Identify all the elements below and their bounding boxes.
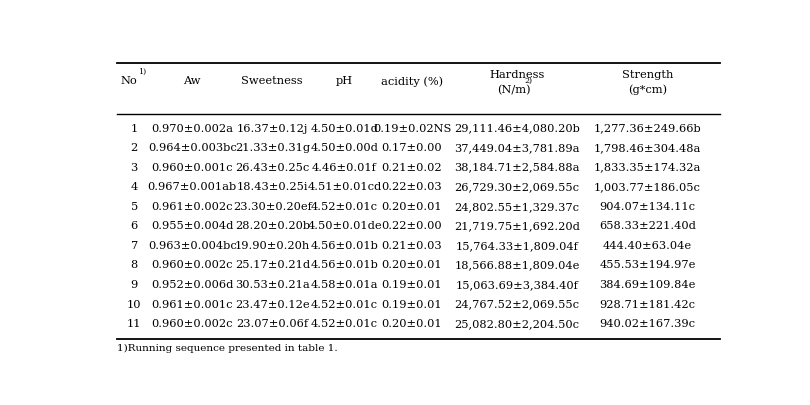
Text: 0.960±0.002c: 0.960±0.002c xyxy=(151,260,233,271)
Text: 38,184.71±2,584.88a: 38,184.71±2,584.88a xyxy=(454,163,580,173)
Text: 0.20±0.01: 0.20±0.01 xyxy=(382,260,442,271)
Text: 26.43±0.25c: 26.43±0.25c xyxy=(235,163,309,173)
Text: 0.22±0.03: 0.22±0.03 xyxy=(382,182,442,192)
Text: 18,566.88±1,809.04e: 18,566.88±1,809.04e xyxy=(454,260,580,271)
Text: 7: 7 xyxy=(130,241,138,251)
Text: (N/m): (N/m) xyxy=(497,85,531,95)
Text: 16.37±0.12j: 16.37±0.12j xyxy=(237,124,308,134)
Text: 455.53±194.97e: 455.53±194.97e xyxy=(599,260,696,271)
Text: pH: pH xyxy=(336,77,353,86)
Text: 0.967±0.001ab: 0.967±0.001ab xyxy=(147,182,237,192)
Text: 23.30±0.20ef: 23.30±0.20ef xyxy=(232,202,312,212)
Text: 18.43±0.25i: 18.43±0.25i xyxy=(237,182,308,192)
Text: 0.21±0.03: 0.21±0.03 xyxy=(382,241,442,251)
Text: 904.07±134.11c: 904.07±134.11c xyxy=(599,202,696,212)
Text: 24,767.52±2,069.55c: 24,767.52±2,069.55c xyxy=(454,300,580,309)
Text: 4.50±0.00d: 4.50±0.00d xyxy=(310,143,378,153)
Text: 8: 8 xyxy=(130,260,138,271)
Text: 0.19±0.01: 0.19±0.01 xyxy=(382,280,442,290)
Text: 1)Running sequence presented in table 1.: 1)Running sequence presented in table 1. xyxy=(117,344,338,353)
Text: 5: 5 xyxy=(130,202,138,212)
Text: acidity (%): acidity (%) xyxy=(381,76,443,87)
Text: 15,063.69±3,384.40f: 15,063.69±3,384.40f xyxy=(456,280,578,290)
Text: 0.955±0.004d: 0.955±0.004d xyxy=(151,222,233,231)
Text: 0.960±0.002c: 0.960±0.002c xyxy=(151,319,233,329)
Text: 4.51±0.01cd: 4.51±0.01cd xyxy=(307,182,382,192)
Text: 4.52±0.01c: 4.52±0.01c xyxy=(311,319,378,329)
Text: 2: 2 xyxy=(130,143,138,153)
Text: 444.40±63.04e: 444.40±63.04e xyxy=(603,241,692,251)
Text: 0.17±0.00: 0.17±0.00 xyxy=(382,143,442,153)
Text: 21,719.75±1,692.20d: 21,719.75±1,692.20d xyxy=(454,222,580,231)
Text: 26,729.30±2,069.55c: 26,729.30±2,069.55c xyxy=(454,182,580,192)
Text: 1: 1 xyxy=(130,124,138,134)
Text: 11: 11 xyxy=(127,319,142,329)
Text: 6: 6 xyxy=(130,222,138,231)
Text: 4.58±0.01a: 4.58±0.01a xyxy=(311,280,378,290)
Text: Sweetness: Sweetness xyxy=(241,77,303,86)
Text: 384.69±109.84e: 384.69±109.84e xyxy=(599,280,696,290)
Text: 1,277.36±249.66b: 1,277.36±249.66b xyxy=(594,124,701,134)
Text: 4.50±0.01d: 4.50±0.01d xyxy=(310,124,378,134)
Text: 23.47±0.12e: 23.47±0.12e xyxy=(235,300,309,309)
Text: 4: 4 xyxy=(130,182,138,192)
Text: 4.46±0.01f: 4.46±0.01f xyxy=(312,163,377,173)
Text: 30.53±0.21a: 30.53±0.21a xyxy=(235,280,309,290)
Text: 940.02±167.39c: 940.02±167.39c xyxy=(599,319,696,329)
Text: Hardness: Hardness xyxy=(489,70,545,80)
Text: 4.56±0.01b: 4.56±0.01b xyxy=(310,260,378,271)
Text: 23.07±0.06f: 23.07±0.06f xyxy=(237,319,309,329)
Text: 4.56±0.01b: 4.56±0.01b xyxy=(310,241,378,251)
Text: 3: 3 xyxy=(130,163,138,173)
Text: 4.52±0.01c: 4.52±0.01c xyxy=(311,202,378,212)
Text: 1): 1) xyxy=(139,67,147,75)
Text: 0.952±0.006d: 0.952±0.006d xyxy=(151,280,233,290)
Text: 1,798.46±304.48a: 1,798.46±304.48a xyxy=(594,143,701,153)
Text: 0.961±0.002c: 0.961±0.002c xyxy=(151,202,233,212)
Text: 2): 2) xyxy=(524,77,532,85)
Text: Aw: Aw xyxy=(184,77,201,86)
Text: 0.960±0.001c: 0.960±0.001c xyxy=(151,163,233,173)
Text: 1,003.77±186.05c: 1,003.77±186.05c xyxy=(594,182,701,192)
Text: 28.20±0.20b: 28.20±0.20b xyxy=(235,222,310,231)
Text: 37,449.04±3,781.89a: 37,449.04±3,781.89a xyxy=(454,143,580,153)
Text: 10: 10 xyxy=(127,300,142,309)
Text: 0.970±0.002a: 0.970±0.002a xyxy=(151,124,233,134)
Text: 0.22±0.00: 0.22±0.00 xyxy=(382,222,442,231)
Text: 0.19±0.01: 0.19±0.01 xyxy=(382,300,442,309)
Text: 1,833.35±174.32a: 1,833.35±174.32a xyxy=(594,163,701,173)
Text: 4.50±0.01de: 4.50±0.01de xyxy=(307,222,382,231)
Text: 29,111.46±4,080.20b: 29,111.46±4,080.20b xyxy=(454,124,580,134)
Text: 4.52±0.01c: 4.52±0.01c xyxy=(311,300,378,309)
Text: 0.21±0.02: 0.21±0.02 xyxy=(382,163,442,173)
Text: 0.20±0.01: 0.20±0.01 xyxy=(382,319,442,329)
Text: 21.33±0.31g: 21.33±0.31g xyxy=(235,143,310,153)
Text: 0.20±0.01: 0.20±0.01 xyxy=(382,202,442,212)
Text: (g*cm): (g*cm) xyxy=(628,85,667,95)
Text: 0.961±0.001c: 0.961±0.001c xyxy=(151,300,233,309)
Text: 15,764.33±1,809.04f: 15,764.33±1,809.04f xyxy=(456,241,578,251)
Text: 24,802.55±1,329.37c: 24,802.55±1,329.37c xyxy=(454,202,580,212)
Text: 25,082.80±2,204.50c: 25,082.80±2,204.50c xyxy=(454,319,580,329)
Text: 0.964±0.003bc: 0.964±0.003bc xyxy=(148,143,237,153)
Text: 19.90±0.20h: 19.90±0.20h xyxy=(235,241,310,251)
Text: 9: 9 xyxy=(130,280,138,290)
Text: 928.71±181.42c: 928.71±181.42c xyxy=(599,300,696,309)
Text: 0.19±0.02NS: 0.19±0.02NS xyxy=(373,124,451,134)
Text: 0.963±0.004bc: 0.963±0.004bc xyxy=(148,241,237,251)
Text: No: No xyxy=(121,77,138,86)
Text: 658.33±221.40d: 658.33±221.40d xyxy=(599,222,696,231)
Text: 25.17±0.21d: 25.17±0.21d xyxy=(235,260,310,271)
Text: Strength: Strength xyxy=(622,70,673,80)
